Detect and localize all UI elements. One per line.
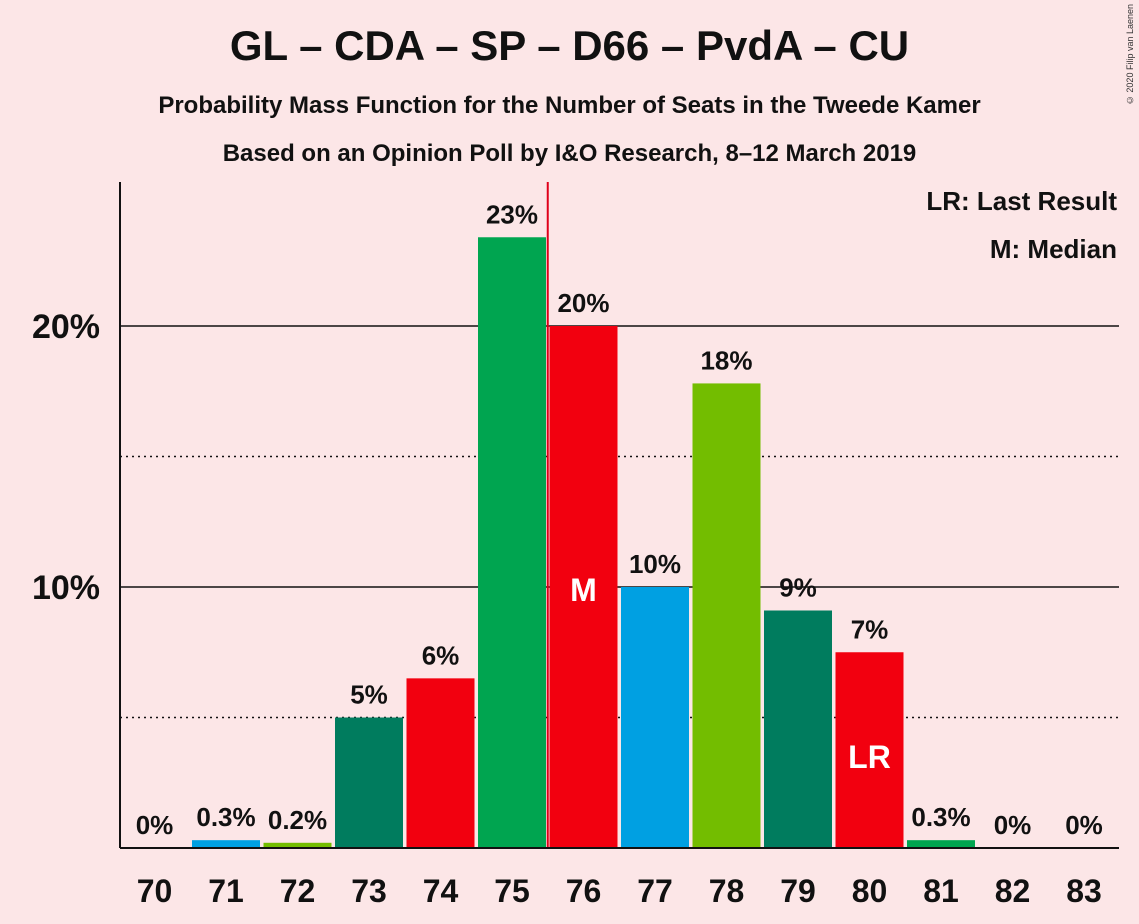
data-label-80: 7% [851,614,889,644]
bar-75 [478,237,546,848]
x-tick-label-70: 70 [137,873,173,909]
x-tick-label-71: 71 [208,873,244,909]
legend-median: M: Median [989,234,1117,264]
y-tick-label: 20% [32,308,100,346]
x-tick-label-77: 77 [637,873,673,909]
data-label-73: 5% [350,680,388,710]
median-marker: M [570,572,597,608]
legend-last-result: LR: Last Result [926,186,1117,216]
data-label-82: 0% [994,810,1032,840]
bar-80 [835,652,904,848]
data-label-77: 10% [629,549,681,579]
data-label-81: 0.3% [911,802,970,832]
x-tick-label-72: 72 [280,873,316,909]
x-tick-label-80: 80 [852,873,888,909]
data-label-78: 18% [700,345,752,375]
chart-subtitle-1: Probability Mass Function for the Number… [158,92,981,119]
x-tick-label-79: 79 [780,873,816,909]
last-result-marker: LR [848,739,891,775]
bar-73 [335,717,403,848]
bar-72 [263,842,332,848]
bar-76 [549,326,618,848]
x-tick-label-82: 82 [995,873,1031,909]
data-label-76: 20% [557,288,609,318]
x-tick-label-74: 74 [423,873,459,909]
x-tick-label-81: 81 [923,873,959,909]
chart-title: GL – CDA – SP – D66 – PvdA – CU [229,22,910,69]
bar-81 [907,840,975,848]
bar-77 [621,587,689,848]
data-label-75: 23% [486,199,538,229]
data-label-70: 0% [136,810,174,840]
x-tick-label-76: 76 [566,873,602,909]
x-tick-label-75: 75 [494,873,530,909]
bar-79 [764,610,832,848]
chart-subtitle-2: Based on an Opinion Poll by I&O Research… [222,140,917,167]
x-tick-label-83: 83 [1066,873,1102,909]
bar-78 [692,383,761,848]
bar-71 [192,840,260,848]
data-label-71: 0.3% [196,802,255,832]
y-tick-label: 10% [32,569,100,607]
data-label-79: 9% [779,572,817,602]
bar-74 [406,678,475,848]
data-label-83: 0% [1065,810,1103,840]
data-label-72: 0.2% [268,805,327,835]
data-label-74: 6% [422,640,460,670]
x-tick-label-73: 73 [351,873,387,909]
x-tick-label-78: 78 [709,873,745,909]
